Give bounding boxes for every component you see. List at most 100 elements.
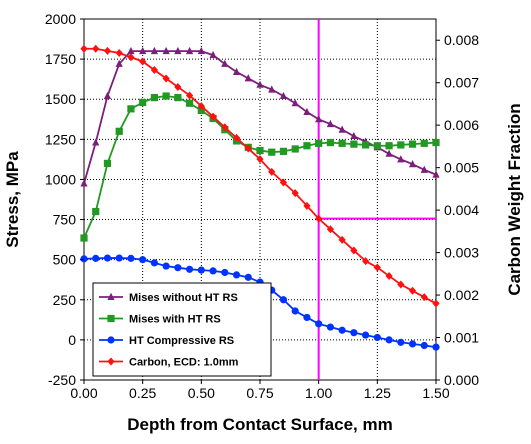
data-point bbox=[432, 138, 440, 147]
y-axis-left-title: Stress, MPa bbox=[3, 151, 22, 248]
y-left-tick-label: 1000 bbox=[45, 171, 76, 187]
data-point bbox=[103, 91, 112, 100]
data-point bbox=[432, 170, 440, 178]
data-point bbox=[115, 48, 123, 57]
data-point bbox=[103, 159, 112, 167]
y-right-tick-label: 0.007 bbox=[444, 75, 479, 91]
data-point bbox=[408, 286, 417, 295]
y-right-tick-label: 0.003 bbox=[444, 245, 479, 261]
data-point bbox=[291, 307, 299, 315]
y-axis-right-title: Carbon Weight Fraction bbox=[505, 103, 524, 295]
data-point bbox=[279, 91, 288, 100]
data-point bbox=[92, 138, 100, 146]
data-point bbox=[256, 80, 264, 88]
data-point bbox=[291, 99, 299, 107]
data-point bbox=[139, 98, 147, 107]
data-point bbox=[315, 115, 323, 123]
legend-label: Carbon, ECD: 1.0mm bbox=[129, 357, 239, 369]
data-point bbox=[221, 123, 229, 132]
series-3 bbox=[80, 44, 440, 308]
data-point bbox=[268, 167, 276, 176]
data-point bbox=[186, 99, 194, 107]
data-point bbox=[127, 105, 135, 113]
data-point bbox=[350, 329, 358, 337]
data-point bbox=[80, 44, 88, 53]
data-point bbox=[397, 141, 405, 149]
y-right-tick-label: 0.002 bbox=[444, 287, 479, 303]
data-point bbox=[150, 94, 158, 102]
data-point bbox=[338, 139, 346, 147]
data-point bbox=[326, 138, 334, 147]
data-point bbox=[162, 262, 170, 270]
x-axis-title: Depth from Contact Surface, mm bbox=[127, 415, 392, 434]
data-point bbox=[209, 50, 217, 59]
data-point bbox=[162, 46, 170, 55]
x-tick-label: 0.75 bbox=[246, 385, 273, 401]
data-point bbox=[127, 46, 135, 55]
data-point bbox=[92, 207, 100, 216]
data-point bbox=[268, 148, 276, 156]
data-point bbox=[139, 256, 147, 264]
data-point bbox=[432, 299, 440, 308]
y-right-tick-label: 0.004 bbox=[444, 202, 479, 218]
data-point bbox=[174, 82, 182, 91]
data-point bbox=[150, 259, 158, 267]
x-tick-label: 0.00 bbox=[70, 385, 97, 401]
data-point bbox=[362, 141, 370, 149]
legend-item: Mises without HT RS bbox=[99, 292, 238, 304]
y-left-tick-label: 500 bbox=[53, 252, 77, 268]
data-point bbox=[420, 139, 428, 147]
data-point bbox=[232, 133, 241, 142]
data-point bbox=[373, 333, 381, 342]
legend-item: Mises with HT RS bbox=[99, 314, 221, 326]
data-point bbox=[420, 341, 428, 350]
y-right-tick-label: 0.006 bbox=[444, 117, 479, 133]
data-point bbox=[127, 53, 135, 62]
data-point bbox=[174, 264, 182, 272]
data-point bbox=[232, 271, 241, 279]
data-point bbox=[256, 146, 264, 155]
data-point bbox=[150, 46, 158, 55]
data-point bbox=[92, 44, 100, 53]
data-point bbox=[221, 59, 229, 67]
data-point bbox=[162, 74, 170, 83]
legend-label: Mises with HT RS bbox=[129, 314, 221, 326]
data-point bbox=[315, 320, 323, 328]
data-point bbox=[338, 125, 346, 133]
data-point bbox=[408, 160, 417, 168]
data-point bbox=[244, 144, 252, 153]
series-2 bbox=[80, 254, 440, 351]
data-point bbox=[139, 46, 147, 55]
data-point bbox=[279, 296, 288, 304]
data-point bbox=[408, 340, 417, 348]
data-point bbox=[350, 131, 358, 140]
data-point bbox=[103, 46, 112, 55]
data-point bbox=[186, 91, 194, 100]
y-right-tick-label: 0.008 bbox=[444, 32, 479, 48]
data-point bbox=[197, 102, 205, 111]
data-point bbox=[291, 145, 299, 153]
data-point bbox=[244, 74, 252, 82]
data-point bbox=[303, 142, 311, 150]
data-point bbox=[303, 201, 311, 210]
y-left-tick-label: -250 bbox=[48, 372, 76, 388]
data-point bbox=[338, 235, 346, 244]
data-point bbox=[385, 142, 393, 150]
data-point bbox=[350, 246, 358, 255]
legend: Mises without HT RS Mises with HT RS HT Co… bbox=[92, 282, 272, 377]
y-left-tick-label: 750 bbox=[53, 212, 77, 228]
legend-marker bbox=[107, 314, 115, 323]
data-point bbox=[326, 119, 334, 128]
y-left-tick-label: 1500 bbox=[45, 91, 76, 107]
data-point bbox=[197, 106, 205, 115]
series-line bbox=[83, 95, 437, 239]
data-point bbox=[139, 57, 147, 66]
data-point bbox=[232, 67, 241, 75]
x-tick-label: 0.25 bbox=[129, 385, 156, 401]
data-point bbox=[397, 280, 405, 289]
data-point bbox=[209, 267, 217, 275]
data-point bbox=[209, 112, 217, 121]
x-tick-label: 1.50 bbox=[422, 385, 449, 401]
data-point bbox=[362, 257, 370, 266]
